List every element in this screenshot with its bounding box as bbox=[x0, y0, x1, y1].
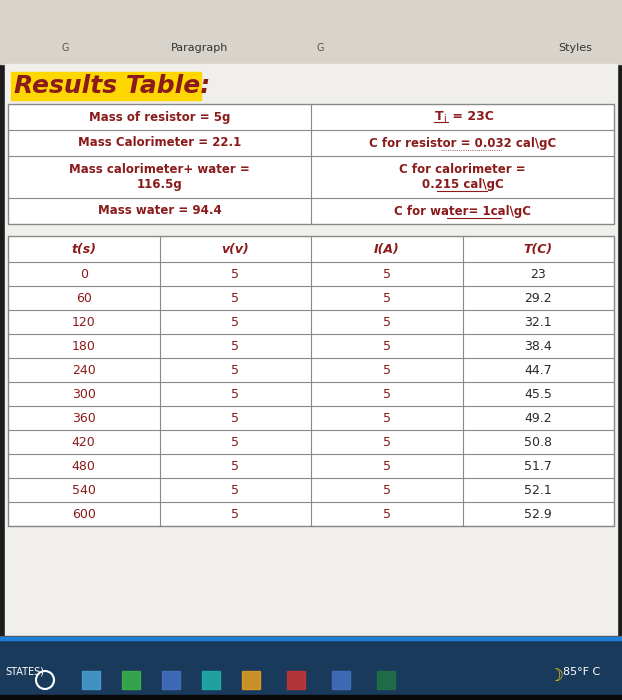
Text: 5: 5 bbox=[383, 435, 391, 449]
Bar bbox=[0, 32, 622, 64]
Text: 480: 480 bbox=[72, 459, 96, 473]
Text: Mass of resistor = 5g: Mass of resistor = 5g bbox=[89, 111, 230, 123]
Text: Mass water = 94.4: Mass water = 94.4 bbox=[98, 204, 221, 218]
Bar bbox=[8, 104, 614, 224]
Text: 5: 5 bbox=[231, 412, 239, 424]
Text: ☽: ☽ bbox=[547, 667, 562, 685]
Text: i: i bbox=[443, 114, 446, 124]
Text: 120: 120 bbox=[72, 316, 96, 328]
Text: t(s): t(s) bbox=[72, 242, 96, 256]
Bar bbox=[8, 236, 614, 526]
Text: 5: 5 bbox=[383, 363, 391, 377]
Text: 420: 420 bbox=[72, 435, 96, 449]
Text: 85°F C: 85°F C bbox=[563, 667, 600, 677]
Text: 5: 5 bbox=[231, 484, 239, 496]
Bar bbox=[82, 671, 100, 689]
Bar bbox=[11, 72, 201, 100]
Text: 32.1: 32.1 bbox=[524, 316, 552, 328]
Text: 52.1: 52.1 bbox=[524, 484, 552, 496]
Text: 5: 5 bbox=[383, 267, 391, 281]
Text: 360: 360 bbox=[72, 412, 96, 424]
Text: 38.4: 38.4 bbox=[524, 340, 552, 353]
Text: 60: 60 bbox=[76, 291, 91, 304]
Text: 5: 5 bbox=[383, 291, 391, 304]
Text: STATES): STATES) bbox=[5, 667, 44, 677]
Text: Mass Calorimeter = 22.1: Mass Calorimeter = 22.1 bbox=[78, 136, 241, 150]
Text: I(A): I(A) bbox=[374, 242, 399, 256]
Text: 45.5: 45.5 bbox=[524, 388, 552, 400]
Bar bbox=[162, 671, 180, 689]
Text: 5: 5 bbox=[383, 412, 391, 424]
Text: 5: 5 bbox=[231, 388, 239, 400]
Bar bbox=[8, 236, 614, 526]
Text: 49.2: 49.2 bbox=[524, 412, 552, 424]
Text: T: T bbox=[435, 109, 443, 122]
Text: 540: 540 bbox=[72, 484, 96, 496]
Text: 600: 600 bbox=[72, 508, 96, 521]
Text: 5: 5 bbox=[231, 291, 239, 304]
Text: 50.8: 50.8 bbox=[524, 435, 552, 449]
Text: 29.2: 29.2 bbox=[524, 291, 552, 304]
Text: 5: 5 bbox=[383, 388, 391, 400]
Text: 0: 0 bbox=[80, 267, 88, 281]
Bar bbox=[287, 671, 305, 689]
Text: 300: 300 bbox=[72, 388, 96, 400]
Text: 5: 5 bbox=[383, 484, 391, 496]
Text: Paragraph: Paragraph bbox=[171, 43, 229, 53]
Bar bbox=[202, 671, 220, 689]
Text: C for water= 1cal\gC: C for water= 1cal\gC bbox=[394, 204, 531, 218]
Text: 5: 5 bbox=[231, 459, 239, 473]
Bar bbox=[0, 0, 622, 32]
Bar bbox=[8, 104, 614, 224]
Text: 5: 5 bbox=[231, 340, 239, 353]
Text: 5: 5 bbox=[231, 363, 239, 377]
Bar bbox=[377, 671, 395, 689]
Text: 23: 23 bbox=[531, 267, 546, 281]
Bar bbox=[122, 671, 140, 689]
Text: 5: 5 bbox=[383, 508, 391, 521]
Bar bbox=[242, 671, 260, 689]
Bar bbox=[332, 671, 350, 689]
Text: 5: 5 bbox=[383, 459, 391, 473]
Bar bbox=[0, 637, 622, 640]
Text: = 23C: = 23C bbox=[448, 109, 494, 122]
Bar bbox=[0, 638, 622, 700]
Bar bbox=[0, 636, 622, 640]
Text: Mass calorimeter+ water =
116.5g: Mass calorimeter+ water = 116.5g bbox=[69, 163, 250, 191]
Text: Results Table:: Results Table: bbox=[14, 74, 210, 98]
Text: T(C): T(C) bbox=[524, 242, 553, 256]
Text: C for resistor = 0.032 cal\gC: C for resistor = 0.032 cal\gC bbox=[369, 136, 556, 150]
Text: v(v): v(v) bbox=[221, 242, 249, 256]
Text: 5: 5 bbox=[231, 508, 239, 521]
Text: 44.7: 44.7 bbox=[524, 363, 552, 377]
Text: 5: 5 bbox=[231, 267, 239, 281]
Text: G: G bbox=[61, 43, 69, 53]
Text: 5: 5 bbox=[383, 316, 391, 328]
Text: 240: 240 bbox=[72, 363, 96, 377]
Text: 51.7: 51.7 bbox=[524, 459, 552, 473]
Text: 180: 180 bbox=[72, 340, 96, 353]
Text: 52.9: 52.9 bbox=[524, 508, 552, 521]
Text: C for calorimeter =
0.215 cal\gC: C for calorimeter = 0.215 cal\gC bbox=[399, 163, 526, 191]
Text: G: G bbox=[316, 43, 323, 53]
Text: 5: 5 bbox=[383, 340, 391, 353]
Text: 5: 5 bbox=[231, 316, 239, 328]
Text: 5: 5 bbox=[231, 435, 239, 449]
Bar bbox=[5, 64, 617, 638]
Bar bbox=[0, 695, 622, 700]
Text: Styles: Styles bbox=[558, 43, 592, 53]
